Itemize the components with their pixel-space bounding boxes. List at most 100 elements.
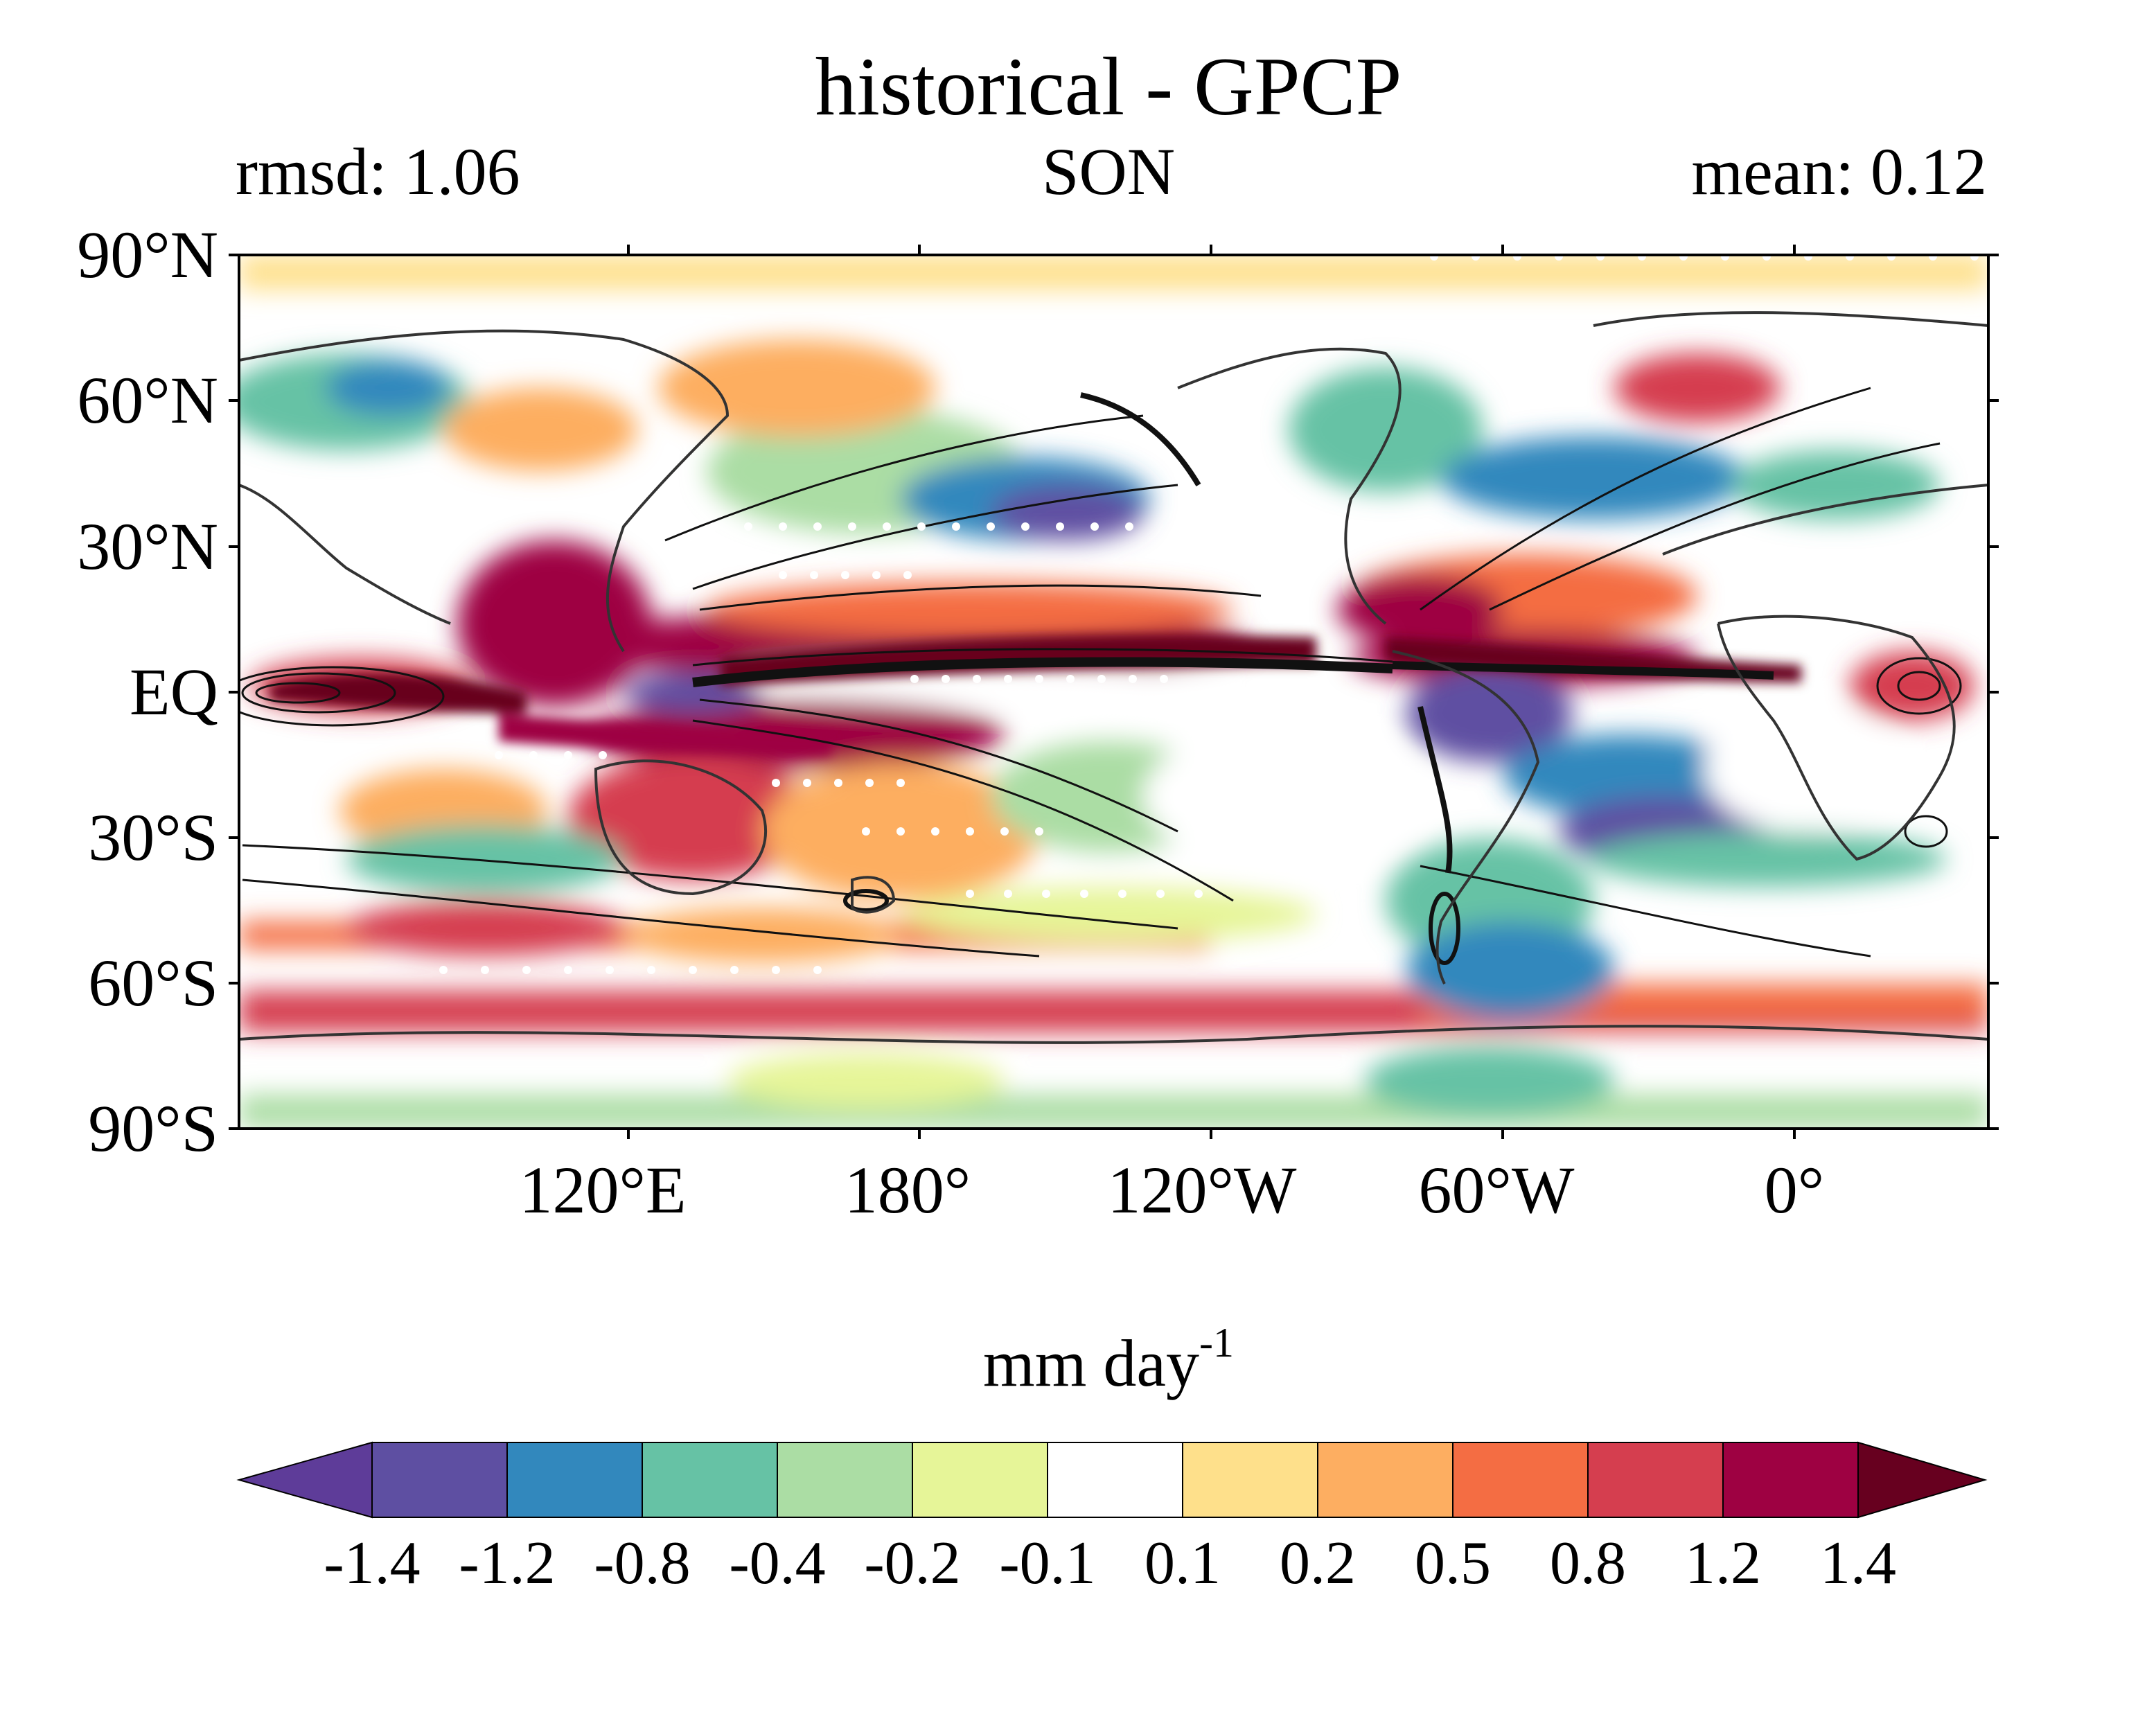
- stipple-dot: [1160, 675, 1168, 683]
- stipple-dot: [987, 522, 995, 531]
- colorbar-box: [777, 1442, 913, 1518]
- stipple-dot: [647, 966, 655, 974]
- stipple-dot: [1090, 522, 1099, 531]
- stipple-dot: [1035, 827, 1043, 836]
- colorbar-box: [371, 1442, 508, 1518]
- lon-label-180: 180°: [845, 1153, 971, 1227]
- lon-ticks: [627, 245, 1796, 1139]
- stipple-dot: [966, 827, 974, 836]
- stipple-dot: [1066, 675, 1075, 683]
- colorbar-box: [1452, 1442, 1589, 1518]
- lon-label-60w: 60°W: [1419, 1153, 1575, 1227]
- colorbar-tick-label: -0.4: [729, 1530, 825, 1597]
- lat-label-30s: 30°S: [88, 800, 218, 874]
- colorbar-tick-label: 0.5: [1415, 1530, 1491, 1597]
- stipple-dot: [1194, 890, 1203, 898]
- colorbar-tick-label: -0.1: [999, 1530, 1095, 1597]
- stipple-dot: [522, 966, 531, 974]
- stipple-dot: [841, 571, 849, 579]
- colorbar-tick-label: -0.2: [864, 1530, 960, 1597]
- lat-label-60n: 60°N: [77, 363, 218, 437]
- stipple-dot: [495, 751, 503, 759]
- stipple-dot: [942, 675, 950, 683]
- colorbar-box: [1722, 1442, 1859, 1518]
- stipple-dot: [709, 522, 718, 531]
- colorbar-tick-label: -1.4: [324, 1530, 420, 1597]
- colorbar-box: [1587, 1442, 1724, 1518]
- stipple-dot: [529, 751, 538, 759]
- colorbar-extend-high: [1857, 1441, 1988, 1519]
- stipple-dot: [1035, 675, 1043, 683]
- lon-label-0: 0°: [1765, 1153, 1824, 1227]
- colorbar-tick-label: 0.1: [1145, 1530, 1221, 1597]
- stipple-dot: [973, 675, 981, 683]
- stipple-dot: [779, 522, 787, 531]
- stipple-dot: [779, 571, 787, 579]
- colorbar-box: [642, 1442, 778, 1518]
- stipple-dot: [813, 966, 822, 974]
- stipple-dot: [848, 522, 856, 531]
- colorbar-tick-label: 1.2: [1685, 1530, 1761, 1597]
- colorbar-box: [912, 1442, 1048, 1518]
- stipple-dot: [896, 779, 905, 787]
- stipple-dot: [813, 522, 822, 531]
- lon-label-120e: 120°E: [519, 1153, 686, 1227]
- lon-label-120w: 120°W: [1108, 1153, 1297, 1227]
- colorbar-unit: mm day-1: [983, 1320, 1234, 1400]
- stipple-dot: [810, 571, 818, 579]
- stipple-dot: [952, 522, 960, 531]
- stipple-dot: [1004, 890, 1012, 898]
- stipple-dot: [865, 779, 874, 787]
- colorbar: [236, 1441, 1988, 1519]
- map-fill-contours: [239, 255, 1988, 1129]
- colorbar-labels: -1.4 -1.2 -0.8 -0.4 -0.2 -0.1 0.1 0.2 0.5 0.8 1.2 1…: [324, 1530, 1896, 1597]
- stipple-dot: [1080, 890, 1088, 898]
- stipple-dot: [1000, 827, 1009, 836]
- stipple-dot: [1125, 522, 1133, 531]
- season-label: SON: [1042, 134, 1175, 209]
- stipple-dot: [903, 571, 912, 579]
- stipple-dot: [564, 966, 572, 974]
- lat-label-90s: 90°S: [88, 1091, 218, 1165]
- stipple-dot: [803, 779, 811, 787]
- colorbar-box: [506, 1442, 643, 1518]
- colorbar-tick-label: -1.2: [459, 1530, 555, 1597]
- colorbar-box: [1317, 1442, 1453, 1518]
- stipple-dot: [917, 522, 926, 531]
- colorbar-extend-low: [236, 1441, 373, 1519]
- colorbar-tick-label: 0.2: [1280, 1530, 1356, 1597]
- lat-label-90n: 90°N: [77, 218, 218, 292]
- stipple-dot: [862, 827, 870, 836]
- stipple-dot: [1156, 890, 1165, 898]
- stipple-dot: [1129, 675, 1137, 683]
- stipple-dot: [1056, 522, 1064, 531]
- colorbar-tick-label: -0.8: [594, 1530, 690, 1597]
- coastlines: [239, 311, 1988, 1044]
- stipple-dot: [1021, 522, 1030, 531]
- stipple-dot: [599, 751, 607, 759]
- map-panel: [239, 255, 1988, 1129]
- stipple-dot: [896, 827, 905, 836]
- stipple-dot: [606, 966, 614, 974]
- stipple-dot: [675, 522, 683, 531]
- lat-label-60s: 60°S: [88, 946, 218, 1020]
- lat-label-30n: 30°N: [77, 509, 218, 583]
- colorbar-tick-label: 1.4: [1820, 1530, 1896, 1597]
- stipple-dot: [1004, 675, 1012, 683]
- stipple-dot: [1097, 675, 1106, 683]
- colorbar-unit-exponent: -1: [1199, 1320, 1234, 1366]
- figure-title: historical - GPCP: [815, 40, 1402, 132]
- lat-ticks: [229, 254, 1999, 1130]
- stipple-dot: [744, 522, 752, 531]
- colorbar-box: [1047, 1442, 1183, 1518]
- stipple-dot: [772, 966, 780, 974]
- stipple-dot: [910, 675, 919, 683]
- stipple-dot: [730, 966, 739, 974]
- stipple-dot: [772, 779, 780, 787]
- lat-label-eq: EQ: [130, 655, 218, 729]
- stipple-dot: [481, 966, 489, 974]
- line-contours: [239, 387, 1962, 965]
- stipple-dot: [1042, 890, 1050, 898]
